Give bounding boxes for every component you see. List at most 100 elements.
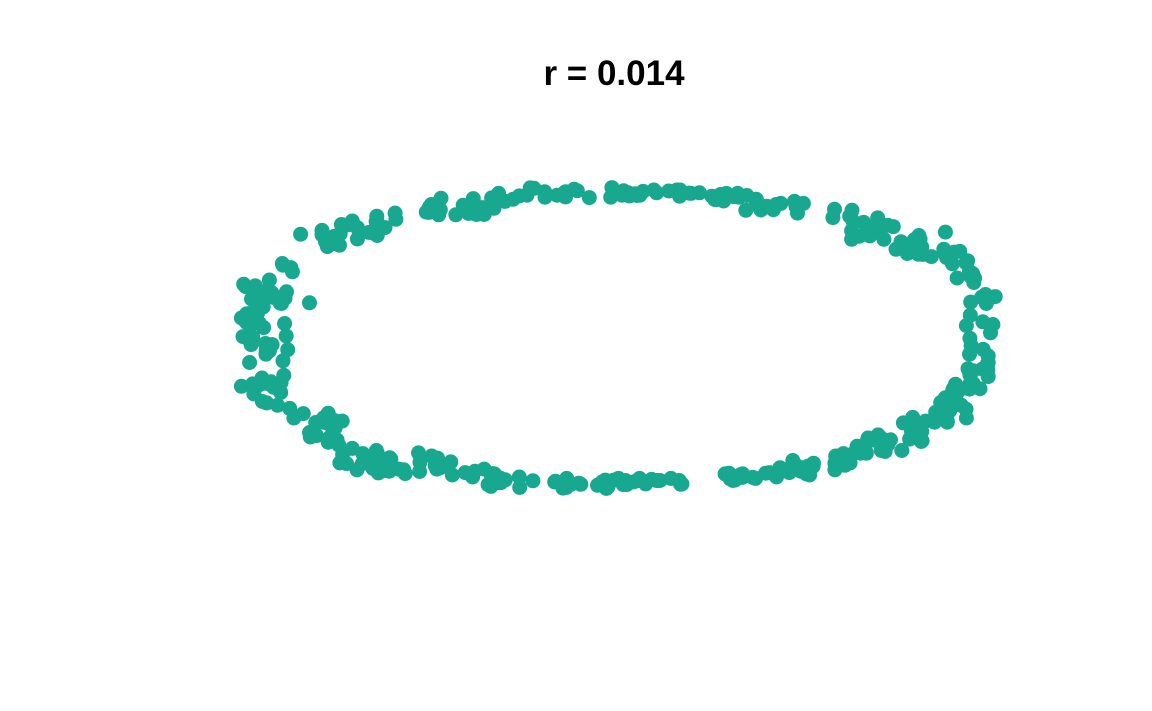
scatter-point xyxy=(858,443,874,459)
scatter-point xyxy=(430,459,446,475)
scatter-point xyxy=(842,208,858,224)
scatter-point xyxy=(326,420,342,436)
scatter-point xyxy=(983,325,998,341)
scatter-point xyxy=(377,220,393,236)
scatter-point xyxy=(590,477,605,493)
scatter-point xyxy=(581,190,597,206)
scatter-point xyxy=(418,204,434,220)
scatter-point xyxy=(937,224,953,240)
scatter-point xyxy=(632,187,648,203)
scatter-point xyxy=(369,208,385,224)
scatter-point xyxy=(505,191,521,207)
scatter-point xyxy=(276,367,292,383)
scatter-point xyxy=(949,270,965,286)
scatter-point xyxy=(274,296,289,311)
scatter-point xyxy=(842,455,858,471)
scatter-point xyxy=(284,264,300,280)
scatter-point xyxy=(316,410,331,426)
scatter-point xyxy=(381,463,397,479)
chart-title: r = 0.014 xyxy=(543,54,685,93)
scatter-point xyxy=(781,465,797,481)
scatter-point xyxy=(314,222,330,238)
scatter-point xyxy=(936,394,952,410)
scatter-point xyxy=(873,430,889,446)
scatter-point xyxy=(828,448,844,464)
scatter-point xyxy=(902,431,918,447)
scatter-point xyxy=(672,188,688,204)
scatter-point xyxy=(424,448,440,464)
scatter-point xyxy=(965,363,981,379)
scatter-point xyxy=(894,443,910,458)
scatter-point xyxy=(827,462,843,478)
scatter-point xyxy=(282,400,298,416)
scatter-point xyxy=(738,202,754,218)
scatter-point xyxy=(558,184,574,200)
scatter-point xyxy=(247,278,263,294)
scatter-point xyxy=(397,466,413,482)
scatter-point xyxy=(895,415,911,431)
scatter-point xyxy=(735,466,751,482)
scatter-point xyxy=(324,231,340,247)
scatter-point xyxy=(861,219,877,235)
scatter-point xyxy=(979,358,995,374)
scatter-point xyxy=(559,470,575,486)
scatter-point xyxy=(320,434,336,450)
scatter-point xyxy=(361,224,377,240)
scatter-point xyxy=(360,455,376,471)
scatter-point xyxy=(914,239,930,255)
scatter-point xyxy=(369,445,385,461)
scatter-point xyxy=(962,346,977,362)
scatter-point xyxy=(794,460,810,476)
scatter-point xyxy=(913,434,929,449)
scatter-point xyxy=(827,201,842,217)
scatter-point xyxy=(486,200,502,216)
scatter-point xyxy=(723,188,739,204)
scatter-point xyxy=(522,180,538,196)
scatter-point xyxy=(901,242,917,258)
scatter-point xyxy=(254,394,270,409)
scatter-point xyxy=(233,378,249,394)
scatter-point xyxy=(295,406,311,422)
scatter-point xyxy=(349,231,365,247)
scatter-point xyxy=(512,479,528,495)
scatter-point xyxy=(278,328,294,344)
scatter-point xyxy=(805,459,821,475)
scatter-point xyxy=(243,337,259,353)
scatter-point xyxy=(279,284,294,300)
scatter-point xyxy=(939,414,955,430)
scatter-point xyxy=(739,188,755,203)
scatter-point xyxy=(277,316,293,331)
scatter-points xyxy=(233,180,1003,496)
scatter-point xyxy=(382,450,398,466)
scatter-point xyxy=(448,207,464,223)
scatter-point xyxy=(615,477,631,493)
scatter-point xyxy=(274,256,290,271)
scatter-point xyxy=(762,465,777,481)
scatter-point xyxy=(877,444,893,459)
scatter-point xyxy=(344,213,360,229)
scatter-point xyxy=(649,185,665,201)
scatter-point xyxy=(962,330,978,346)
scatter-point xyxy=(950,384,966,399)
scatter-point xyxy=(469,201,485,217)
scatter-point xyxy=(302,295,317,311)
scatter-point xyxy=(267,379,283,395)
scatter-point xyxy=(432,202,448,218)
scatter-point xyxy=(258,343,274,359)
scatter-point xyxy=(245,376,261,392)
scatter-point xyxy=(614,187,630,203)
scatter-point xyxy=(293,226,309,242)
scatter-point xyxy=(275,353,291,369)
scatter-point xyxy=(851,228,867,244)
scatter-point xyxy=(412,464,428,479)
scatter-point xyxy=(962,381,977,397)
scatter-point xyxy=(788,199,804,215)
scatter-point xyxy=(634,473,649,488)
scatter-point xyxy=(332,455,348,471)
scatter-point xyxy=(649,473,665,488)
scatter-point xyxy=(388,211,404,227)
scatter-point xyxy=(467,463,483,479)
scatter-point xyxy=(344,440,360,456)
